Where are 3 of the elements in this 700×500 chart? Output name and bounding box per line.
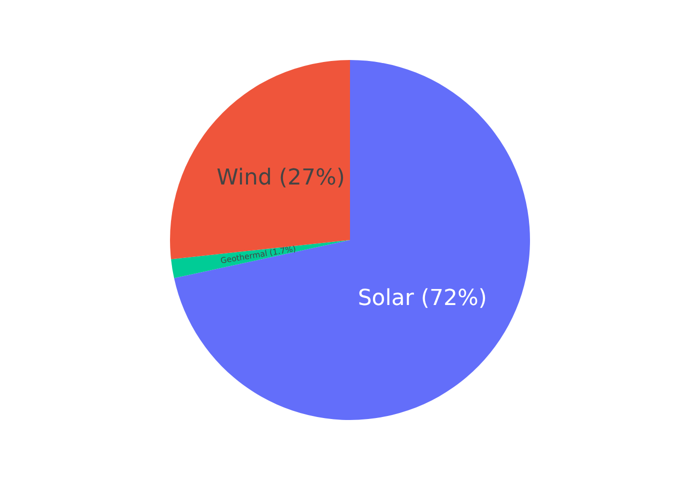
slice-label: Solar (72%) <box>358 286 487 311</box>
slice-label: Wind (27%) <box>216 165 345 190</box>
slice-label: Geothermal (1.7%) <box>220 244 297 266</box>
